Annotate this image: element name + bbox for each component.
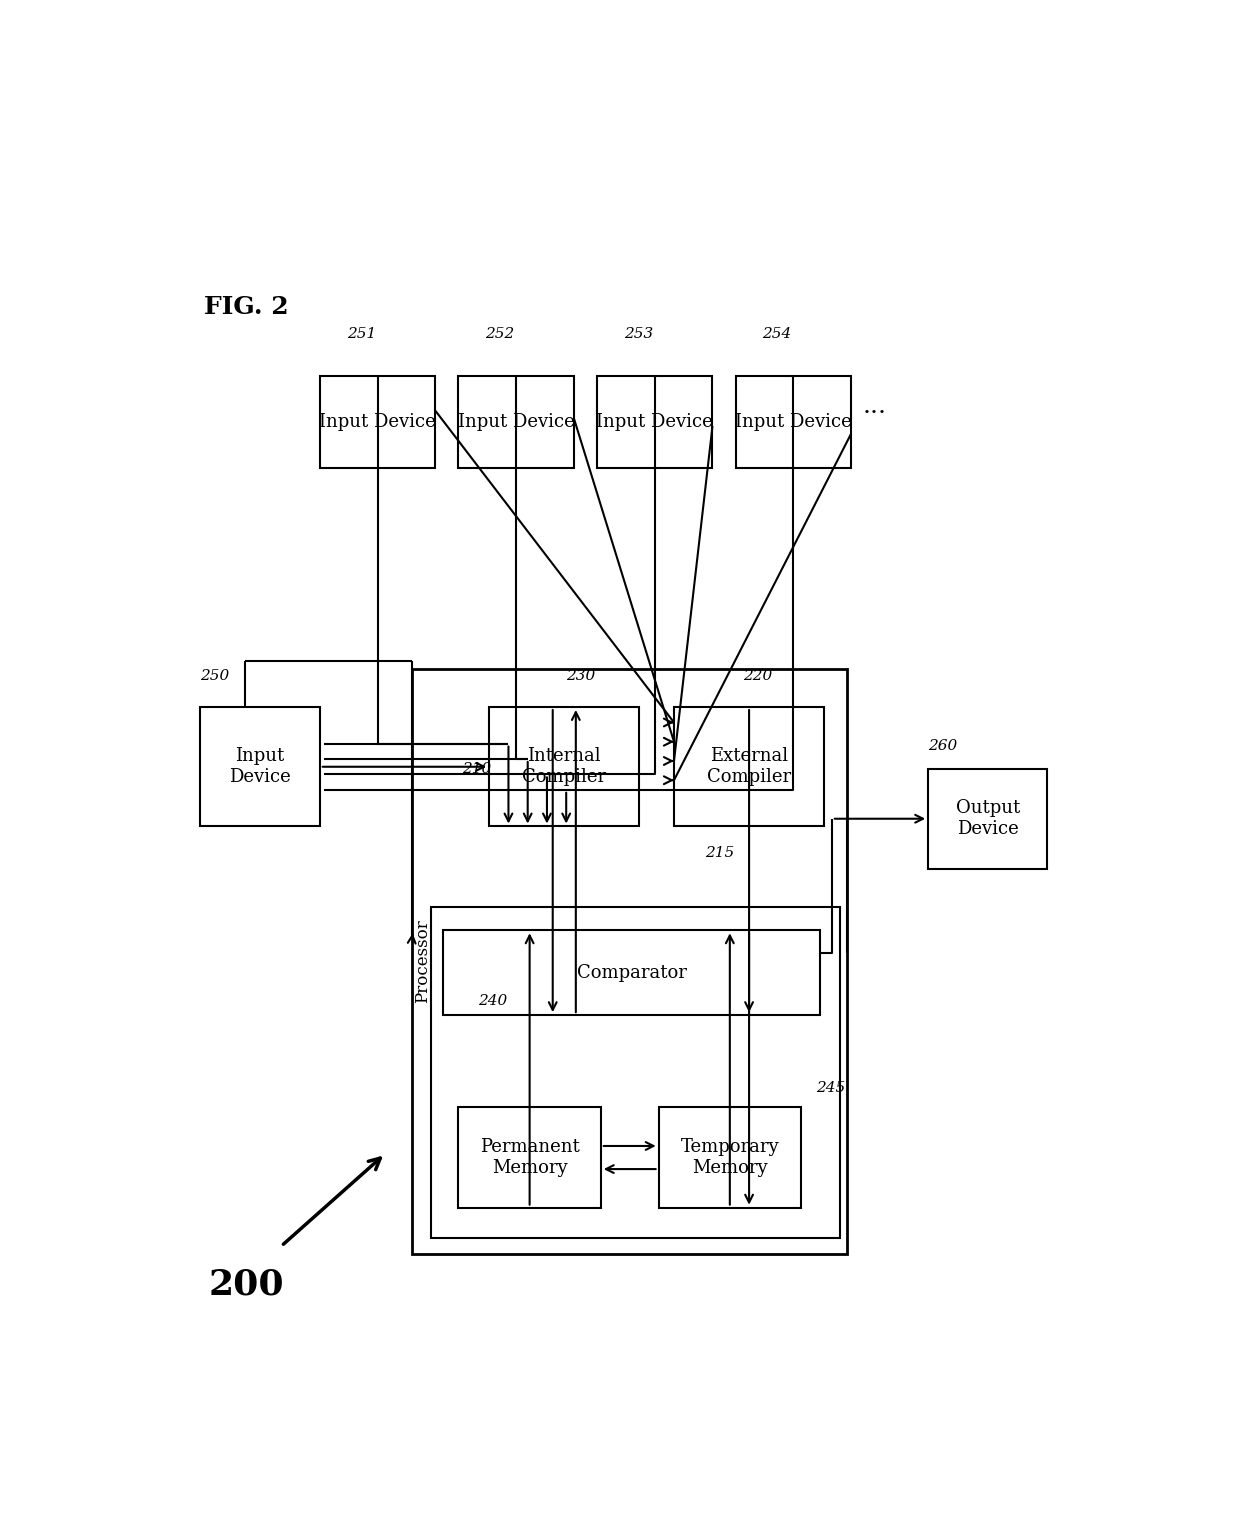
Text: 240: 240	[477, 994, 507, 1008]
Text: Input Device: Input Device	[596, 413, 713, 431]
Text: 200: 200	[208, 1268, 284, 1301]
Text: 250: 250	[201, 670, 229, 683]
Text: Input Device: Input Device	[458, 413, 574, 431]
Text: Input Device: Input Device	[319, 413, 436, 431]
Bar	[459, 376, 574, 468]
Bar	[432, 907, 839, 1238]
Text: 252: 252	[485, 327, 515, 341]
Text: Permanent
Memory: Permanent Memory	[480, 1138, 579, 1177]
Bar	[928, 769, 1048, 868]
Text: External
Compiler: External Compiler	[707, 748, 791, 786]
Text: Input Device: Input Device	[735, 413, 852, 431]
Text: 230: 230	[567, 670, 595, 683]
Text: Comparator: Comparator	[577, 963, 687, 982]
Bar	[675, 706, 825, 827]
Text: ...: ...	[862, 396, 887, 419]
Bar	[412, 668, 847, 1254]
Text: Input
Device: Input Device	[229, 748, 291, 786]
Text: 245: 245	[816, 1081, 846, 1095]
Text: 210: 210	[463, 761, 491, 775]
Bar	[735, 376, 851, 468]
Text: 251: 251	[347, 327, 376, 341]
Bar	[443, 930, 821, 1015]
Text: Output
Device: Output Device	[956, 800, 1019, 838]
Bar	[320, 376, 435, 468]
Text: 254: 254	[763, 327, 792, 341]
Bar	[596, 376, 713, 468]
Text: 215: 215	[704, 847, 734, 861]
Text: 220: 220	[743, 670, 773, 683]
Bar	[490, 706, 640, 827]
Text: Temporary
Memory: Temporary Memory	[681, 1138, 779, 1177]
Text: Internal
Compiler: Internal Compiler	[522, 748, 606, 786]
Bar	[201, 706, 320, 827]
Text: Processor: Processor	[414, 919, 432, 1003]
Bar	[459, 1107, 601, 1208]
Bar	[658, 1107, 801, 1208]
Text: 260: 260	[928, 739, 957, 752]
Text: 253: 253	[624, 327, 653, 341]
Text: FIG. 2: FIG. 2	[205, 295, 289, 318]
